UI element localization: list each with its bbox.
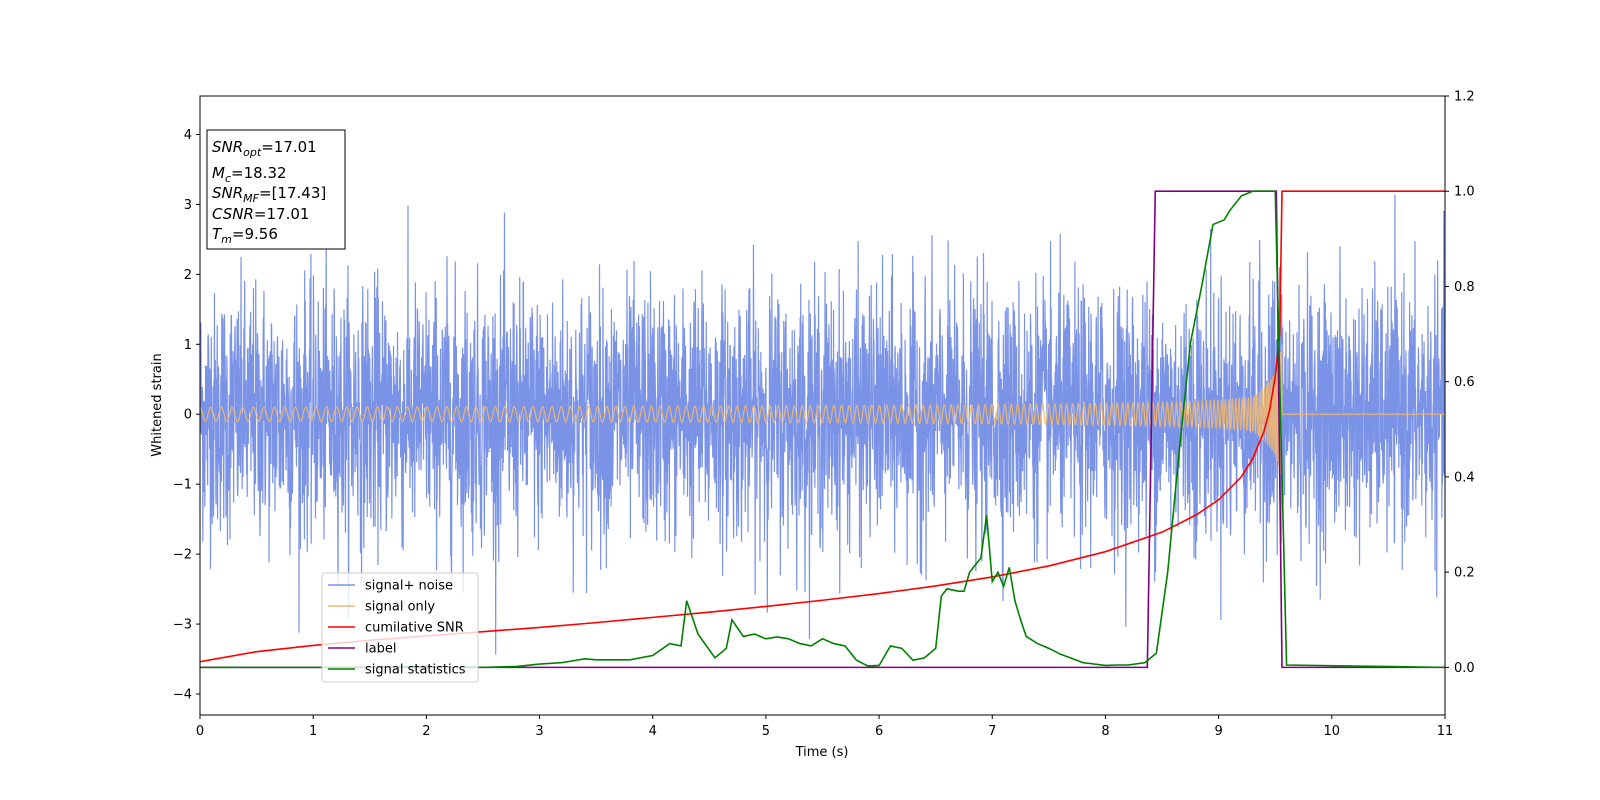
info-subscript: MF: [243, 192, 259, 205]
legend-label: label: [365, 642, 396, 657]
axes-frame: [199, 95, 1446, 716]
legend-label: signal+ noise: [365, 579, 453, 594]
info-subscript: opt: [243, 146, 262, 159]
info-value: =17.01: [261, 138, 317, 156]
info-symbol: SNR: [212, 184, 243, 202]
info-line: Mc=18.32: [212, 164, 287, 185]
x-tick-label: 6: [875, 724, 883, 739]
y-right-tick-label: 0.2: [1454, 566, 1475, 581]
info-box-frame: [206, 129, 346, 250]
info-value: =18.32: [231, 164, 287, 182]
y-axis-left-label: Whitened strain: [150, 353, 165, 456]
x-tick-label: 9: [1214, 724, 1222, 739]
y-right-tick-label: 1.0: [1454, 185, 1475, 200]
y-right-tick-label: 0.6: [1454, 375, 1475, 390]
x-tick-label: 1: [309, 724, 317, 739]
info-value: =9.56: [232, 225, 278, 243]
info-symbol: SNR: [212, 138, 243, 156]
y-left-tick-label: 2: [184, 268, 192, 283]
x-tick-label: 2: [422, 724, 430, 739]
info-line: SNRopt=17.01: [212, 138, 317, 159]
y-right-tick-label: 1.2: [1454, 90, 1475, 105]
legend-label: cumilative SNR: [365, 621, 464, 636]
y-left-tick-label: 1: [184, 338, 192, 353]
info-box: SNRopt=17.01Mc=18.32SNRMF=[17.43]CSNR=17…: [206, 129, 346, 250]
info-symbol: T: [212, 225, 223, 243]
legend-label: signal statistics: [365, 663, 466, 678]
series-signal-statistics: [200, 190, 1445, 669]
info-line: CSNR=17.01: [212, 205, 309, 223]
info-line: SNRMF=[17.43]: [212, 184, 326, 205]
info-symbol: M: [212, 164, 225, 182]
series-signal-noise: [200, 194, 1445, 655]
y-left-tick-label: 4: [184, 128, 192, 143]
x-tick-label: 4: [649, 724, 657, 739]
y-left-tick-label: −1: [173, 478, 192, 493]
y-left-tick-label: −2: [173, 548, 192, 563]
x-tick-label: 0: [196, 724, 204, 739]
x-tick-label: 5: [762, 724, 770, 739]
series-label: [200, 190, 1445, 669]
info-subscript: c: [225, 172, 231, 185]
y-right-tick-label: 0.0: [1454, 661, 1475, 676]
x-tick-label: 7: [988, 724, 996, 739]
info-symbol: CSNR: [212, 205, 254, 223]
info-subscript: m: [221, 233, 232, 246]
x-axis-label: Time (s): [795, 745, 849, 760]
legend-frame: [321, 572, 479, 683]
x-tick-label: 3: [535, 724, 543, 739]
legend-label: signal only: [365, 600, 435, 615]
y-left-tick-label: −4: [173, 688, 192, 703]
info-value: =17.01: [254, 205, 310, 223]
info-value: =[17.43]: [259, 184, 326, 202]
x-tick-label: 8: [1101, 724, 1109, 739]
x-tick-label: 11: [1437, 724, 1454, 739]
legend: signal+ noise signal only cumilative SNR la…: [321, 572, 479, 683]
y-left-tick-label: 0: [184, 408, 192, 423]
ticks: 0 1 2 3 4 5 6 7 8 9 10 11 −4 −3 −2 −1 0 1 2 3 4 0.0 0.2 0.4 0.6 0…: [173, 90, 1475, 740]
y-left-tick-label: −3: [173, 618, 192, 633]
y-right-tick-label: 0.8: [1454, 280, 1475, 295]
y-left-tick-label: 3: [184, 198, 192, 213]
x-tick-label: 10: [1324, 724, 1341, 739]
info-line: Tm=9.56: [212, 225, 278, 246]
series-signal-only: [200, 344, 1445, 475]
y-right-tick-label: 0.4: [1454, 470, 1475, 485]
